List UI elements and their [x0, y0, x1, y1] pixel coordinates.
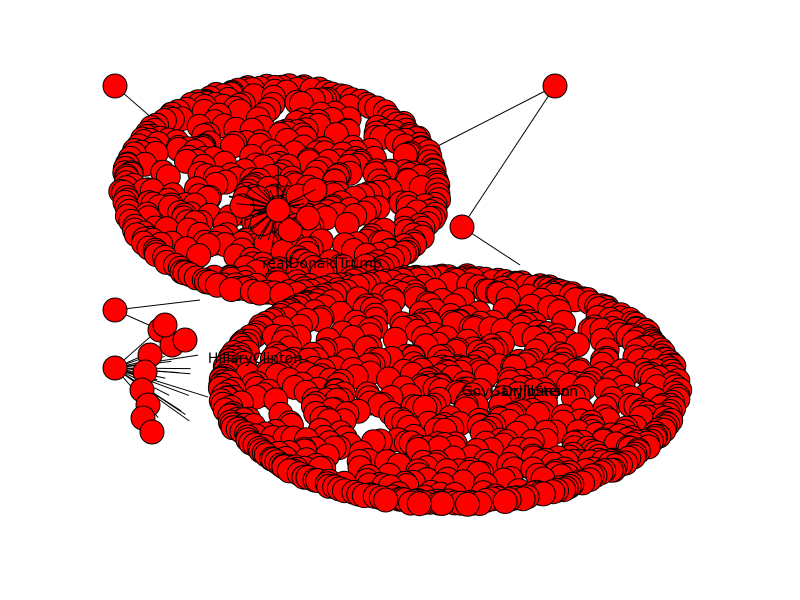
edge — [114, 299, 201, 311]
node — [455, 491, 480, 517]
outlier-node — [102, 73, 128, 99]
node — [152, 312, 178, 338]
outlier-node — [542, 73, 568, 99]
node — [406, 491, 432, 517]
outlier-node — [449, 214, 475, 240]
node — [229, 193, 255, 219]
outlier-node — [102, 355, 128, 381]
edge — [429, 85, 556, 151]
label-layer: realDonaldTrump HillaryClinton GovGaryJo… — [208, 256, 578, 400]
node — [172, 327, 198, 353]
node — [492, 489, 518, 514]
node — [277, 217, 303, 243]
edge — [114, 367, 209, 398]
node — [429, 491, 455, 516]
node — [295, 205, 321, 231]
edge — [461, 85, 556, 228]
node — [247, 280, 273, 306]
node — [373, 487, 399, 513]
hub-node — [265, 197, 291, 223]
node — [139, 419, 165, 445]
label-garyjohnson: GovGaryJohnson — [462, 384, 578, 400]
label-drjill: DrJillStein — [502, 384, 570, 400]
node — [218, 277, 244, 302]
node-layer — [102, 73, 693, 517]
label-hillary: HillaryClinton — [208, 351, 302, 367]
outlier-node — [102, 297, 128, 323]
label-donald: realDonaldTrump — [262, 256, 382, 272]
